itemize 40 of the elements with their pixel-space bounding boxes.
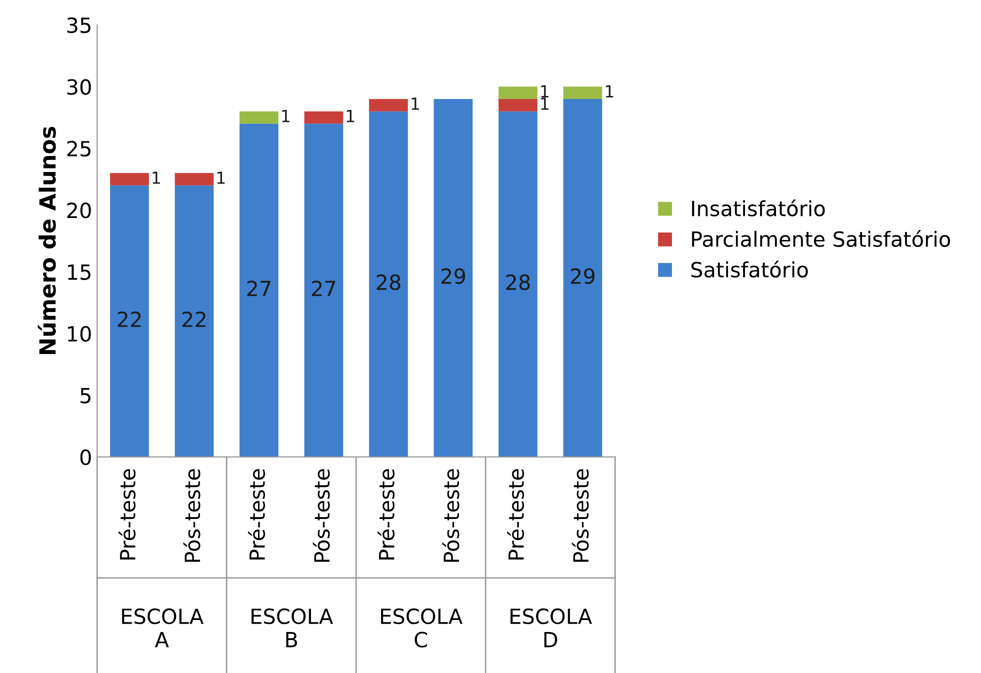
data-label: 27: [312, 280, 336, 296]
text: ESCOLA A: [122, 608, 204, 648]
y-tick-label: 10: [68, 326, 91, 342]
y-tick-label: 35: [67, 17, 90, 34]
legend-label: Insatisfatório: [692, 199, 825, 216]
text: ESCOLA C: [381, 608, 463, 648]
data-label: 1: [541, 98, 548, 110]
data-label: 22: [118, 311, 141, 327]
x-tick-label: Pós-teste: [442, 469, 460, 562]
text: ESCOLA D: [510, 608, 592, 648]
data-label: 1: [412, 98, 419, 110]
x-tick-label: Pós-teste: [183, 469, 200, 562]
y-axis-title: Número de Alunos: [38, 126, 56, 354]
data-label: 28: [506, 274, 530, 290]
data-label: 1: [152, 172, 160, 184]
data-label: 1: [346, 110, 354, 122]
y-tick-label: 25: [67, 140, 90, 157]
data-label: 27: [247, 280, 270, 296]
x-tick-label: Pré-teste: [248, 469, 266, 560]
y-tick-label: 0: [80, 449, 91, 466]
x-tick-label: Pós-teste: [312, 469, 330, 562]
data-label: 29: [570, 268, 595, 284]
data-label: 1: [606, 85, 614, 98]
text: ESCOLA B: [252, 608, 334, 648]
x-tick-label: Pré-teste: [118, 469, 136, 560]
data-label: 1: [541, 85, 548, 98]
legend-label: Satisfatório: [691, 260, 808, 278]
data-label: 28: [376, 274, 400, 290]
legend-label: Parcialmente Satisfatório: [692, 230, 950, 247]
data-label: 22: [182, 311, 206, 327]
x-tick-label: Pós-teste: [572, 469, 589, 562]
x-tick-label: Pré-teste: [507, 469, 524, 560]
y-tick-label: 15: [68, 264, 90, 280]
data-label: 29: [441, 268, 466, 284]
data-label: 1: [217, 172, 225, 184]
y-tick-label: 5: [80, 388, 90, 404]
y-tick-label: 20: [67, 202, 91, 218]
data-label: 1: [282, 110, 290, 122]
x-tick-label: Pré-teste: [378, 469, 395, 560]
y-tick-label: 30: [67, 79, 91, 95]
